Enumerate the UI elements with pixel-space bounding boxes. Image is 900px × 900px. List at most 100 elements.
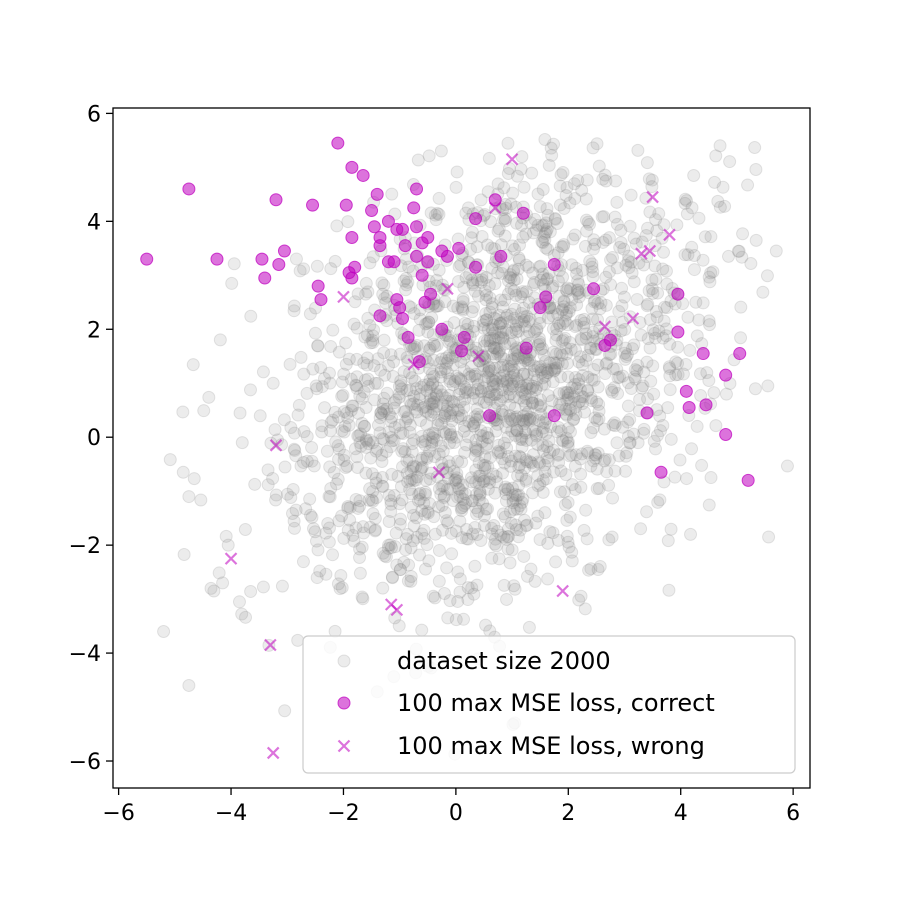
dataset-point [519,414,533,428]
dataset-point [509,325,523,339]
dataset-point [440,399,454,413]
dataset-point [687,263,701,277]
dataset-point [539,362,553,376]
correct-point [452,241,466,255]
dataset-point [526,411,540,425]
dataset-point [579,192,593,206]
dataset-point [591,563,605,577]
dataset-point [441,366,455,380]
dataset-point [324,339,338,353]
correct-point [311,279,325,293]
dataset-point [454,374,468,388]
dataset-point [423,389,437,403]
dataset-point [353,436,367,450]
dataset-point [428,450,442,464]
dataset-point [534,273,548,287]
dataset-point [512,488,526,502]
correct-point [345,160,359,174]
dataset-point [531,479,545,493]
dataset-point [445,414,459,428]
dataset-point [303,492,317,506]
dataset-point [269,493,283,507]
dataset-point [422,362,436,376]
dataset-point [426,376,440,390]
dataset-point [462,414,476,428]
dataset-point [643,313,657,327]
dataset-point [496,408,510,422]
dataset-point [483,475,497,489]
wrong-point [266,746,280,760]
dataset-point [649,305,663,319]
dataset-point [350,370,364,384]
dataset-point [508,428,522,442]
dataset-point [583,254,597,268]
dataset-point [498,456,512,470]
dataset-point [489,539,503,553]
dataset-point [486,467,500,481]
x-tick-label: −6 [102,801,134,826]
dataset-point [287,304,301,318]
dataset-point [598,452,612,466]
dataset-point [405,472,419,486]
dataset-point [508,412,522,426]
dataset-point [662,583,676,597]
dataset-point [425,438,439,452]
dataset-point [430,381,444,395]
dataset-point [500,308,514,322]
dataset-point [420,384,434,398]
dataset-point [358,373,372,387]
dataset-point [351,501,365,515]
dataset-point [554,464,568,478]
dataset-point [529,383,543,397]
dataset-point [437,425,451,439]
dataset-point [514,162,528,176]
dataset-point [355,590,369,604]
dataset-point [473,428,487,442]
dataset-point [428,591,442,605]
dataset-point [493,371,507,385]
correct-point [140,252,154,266]
dataset-point [529,516,543,530]
dataset-point [610,436,624,450]
dataset-point [423,341,437,355]
dataset-point [494,349,508,363]
dataset-point [410,530,424,544]
dataset-point [380,386,394,400]
dataset-point [507,579,521,593]
dataset-point [573,394,587,408]
dataset-point [531,218,545,232]
dataset-point [709,149,723,163]
dataset-point [397,365,411,379]
dataset-point [522,412,536,426]
dataset-point [541,366,555,380]
dataset-point [369,471,383,485]
dataset-point [492,308,506,322]
dataset-point [309,379,323,393]
dataset-point [696,253,710,267]
dataset-point [423,497,437,511]
dataset-point [619,341,633,355]
dataset-point [499,201,513,215]
dataset-point [414,463,428,477]
dataset-point [537,443,551,457]
dataset-point [561,436,575,450]
dataset-point [358,330,372,344]
dataset-point [600,465,614,479]
dataset-point [315,425,329,439]
dataset-point [591,297,605,311]
dataset-point [437,282,451,296]
dataset-point [555,433,569,447]
dataset-point [516,230,530,244]
dataset-point [557,238,571,252]
dataset-point [568,377,582,391]
dataset-point [337,367,351,381]
dataset-point [400,384,414,398]
dataset-point [322,535,336,549]
dataset-point [541,272,555,286]
dataset-point [376,546,390,560]
dataset-point [731,244,745,258]
dataset-point [422,315,436,329]
dataset-point [555,348,569,362]
dataset-point [409,473,423,487]
dataset-point [516,285,530,299]
